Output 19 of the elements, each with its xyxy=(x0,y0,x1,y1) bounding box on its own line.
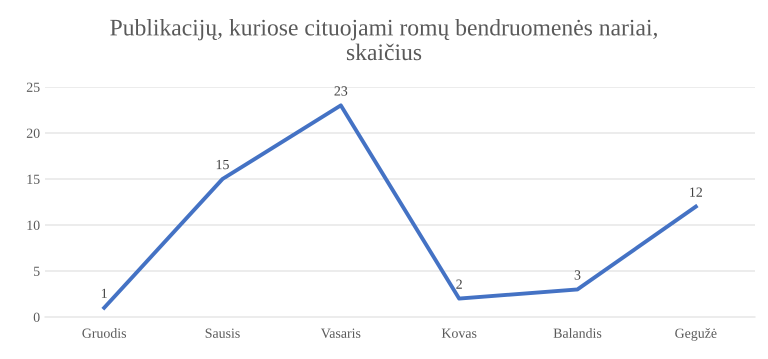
y-tick-label: 20 xyxy=(26,128,40,138)
x-tick-label: Balandis xyxy=(554,328,602,338)
data-label: 12 xyxy=(690,188,702,197)
y-tick-label: 5 xyxy=(34,266,40,276)
x-tick-label: Kovas xyxy=(442,328,476,338)
data-label: 2 xyxy=(456,280,462,289)
data-label: 3 xyxy=(574,270,580,280)
y-tick-label: 15 xyxy=(27,174,40,184)
y-tick-label: 10 xyxy=(27,220,40,230)
x-tick-label: Vasaris xyxy=(320,328,360,338)
data-label: 23 xyxy=(334,86,348,96)
chart-title: Publikacijų, kuriose cituojami romų bendruomenės nariai, skaičius xyxy=(110,18,657,60)
data-label: 1 xyxy=(102,288,107,298)
data-label: 15 xyxy=(216,160,229,170)
y-tick-label: 0 xyxy=(34,312,40,322)
x-tick-label: Gruodis xyxy=(82,328,126,338)
x-tick-label: Sausis xyxy=(206,328,240,338)
y-tick-label: 25 xyxy=(26,82,40,92)
x-tick-label: Gegužė xyxy=(675,328,717,341)
